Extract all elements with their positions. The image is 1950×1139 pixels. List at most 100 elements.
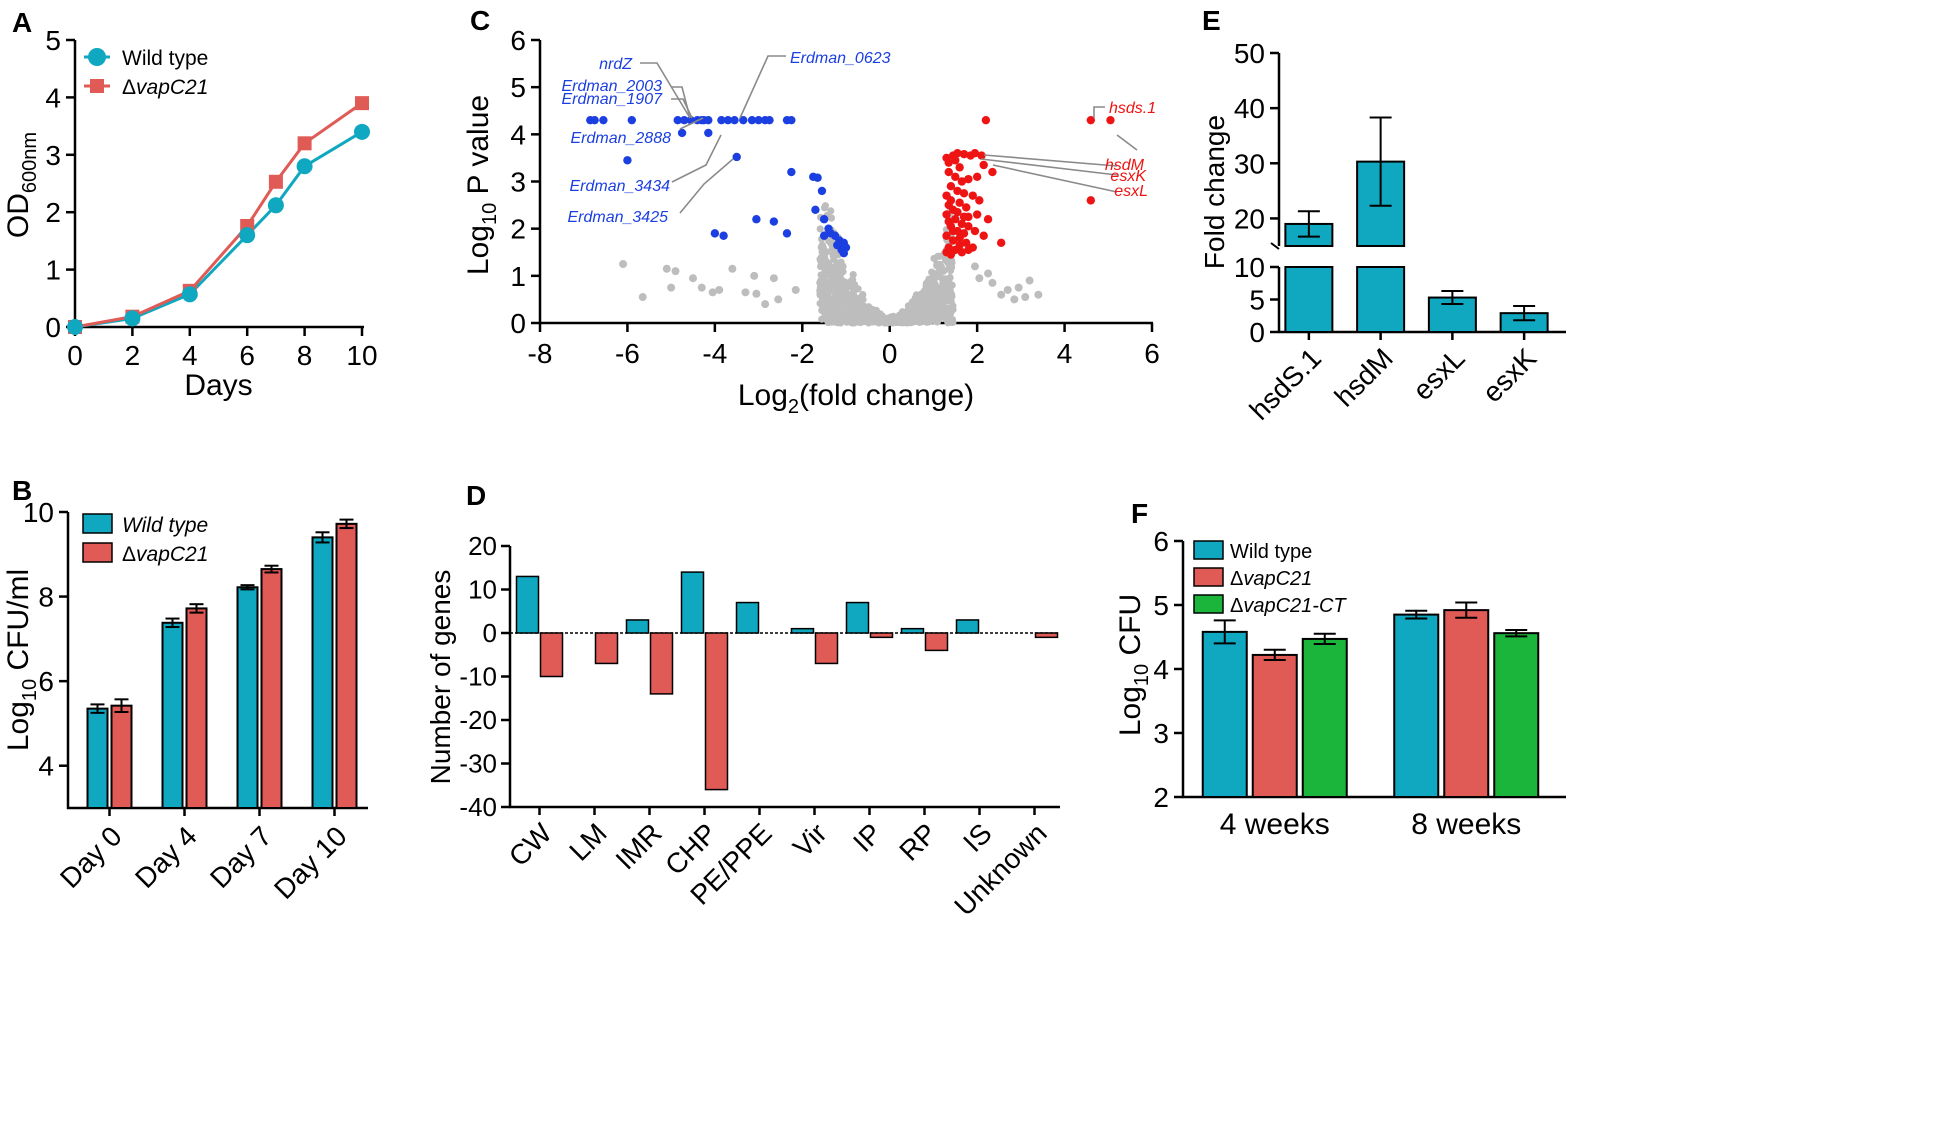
bar-vapc21-ct bbox=[1301, 637, 1348, 798]
downregulated-point bbox=[765, 115, 774, 125]
series-line-0 bbox=[74, 130, 363, 329]
y-tick-label: -40 bbox=[459, 792, 497, 822]
nonsignificant-point bbox=[728, 264, 737, 273]
nonsignificant-point bbox=[820, 204, 829, 212]
nonsignificant-point bbox=[908, 298, 916, 306]
nonsignificant-point bbox=[662, 264, 671, 273]
nonsignificant-point bbox=[945, 264, 953, 272]
upregulated-point bbox=[983, 215, 993, 224]
upregulated-point bbox=[955, 233, 964, 243]
annotation-leader-line bbox=[992, 164, 1118, 193]
y-tick-label: 0 bbox=[483, 618, 497, 648]
x-tick-label: CW bbox=[503, 817, 558, 872]
upregulated-point bbox=[979, 231, 988, 240]
downregulated-point bbox=[824, 224, 833, 233]
upregulated-point bbox=[944, 217, 953, 226]
nonsignificant-point bbox=[1021, 293, 1030, 302]
gene-label: Erdman_1907 bbox=[561, 91, 663, 108]
gene-label: Erdman_2003 bbox=[561, 78, 662, 95]
x-tick-label: esxL bbox=[1407, 342, 1471, 406]
nonsignificant-point bbox=[774, 295, 783, 304]
nonsignificant-point bbox=[839, 262, 847, 270]
x-tick-label: LM bbox=[563, 817, 612, 866]
downregulated-point bbox=[817, 186, 827, 196]
nonsignificant-point bbox=[1010, 295, 1019, 304]
nonsignificant-point bbox=[933, 262, 941, 270]
nonsignificant-point bbox=[715, 285, 724, 294]
y-tick-label: 2 bbox=[510, 214, 526, 245]
nonsignificant-point bbox=[929, 301, 937, 310]
bar-up bbox=[735, 601, 760, 634]
gene-label: nrdZ bbox=[599, 56, 633, 73]
y-tick-label: 0 bbox=[45, 312, 61, 343]
upregulated-point bbox=[968, 243, 977, 252]
bar-wildtype bbox=[236, 586, 259, 809]
x-tick-label: Day 0 bbox=[54, 820, 128, 894]
bar-down bbox=[1034, 632, 1059, 639]
y-tick-label: 10 bbox=[1234, 252, 1265, 283]
bar-down bbox=[649, 632, 674, 695]
nonsignificant-point bbox=[816, 255, 824, 263]
bar-vapc21 bbox=[110, 704, 133, 810]
nonsignificant-point bbox=[907, 304, 915, 312]
bar-up bbox=[790, 627, 815, 634]
upregulated-point bbox=[970, 226, 980, 236]
upregulated-point bbox=[968, 191, 977, 200]
bar-vapc21 bbox=[1443, 609, 1490, 798]
gene-label: Erdman_2888 bbox=[570, 130, 671, 147]
bar-down bbox=[539, 632, 564, 678]
legend-text: ΔvapC21 bbox=[122, 543, 208, 566]
panel-label-D: D bbox=[466, 480, 486, 511]
legend-swatch bbox=[1193, 594, 1224, 614]
upregulated-point bbox=[942, 248, 951, 257]
legend-name: vapC21 bbox=[136, 76, 208, 99]
y-tick-label: 5 bbox=[510, 72, 526, 103]
legend-swatch bbox=[82, 542, 113, 563]
nonsignificant-point bbox=[752, 289, 761, 298]
x-axis-label-suffix: (fold change) bbox=[799, 379, 974, 412]
y-axis-label: Log10 CFU/ml bbox=[2, 569, 41, 751]
x-tick-label: 4 weeks bbox=[1220, 808, 1330, 841]
y-axis-label-suffix: P value bbox=[462, 95, 495, 203]
annotation-leader-line bbox=[679, 117, 704, 130]
y-tick-label: 6 bbox=[38, 666, 54, 697]
upregulated-point bbox=[970, 149, 980, 158]
data-point-wildtype bbox=[181, 286, 198, 303]
y-tick-label: 4 bbox=[510, 119, 526, 150]
legend-name: vapC21-CT bbox=[1243, 595, 1347, 617]
bar-wildtype bbox=[1393, 613, 1440, 798]
nonsignificant-point bbox=[827, 281, 836, 289]
nonsignificant-point bbox=[975, 274, 984, 283]
bar-wildtype bbox=[161, 621, 184, 809]
nonsignificant-point bbox=[984, 269, 993, 278]
upregulated-point bbox=[957, 248, 967, 257]
y-tick-label: 3 bbox=[510, 167, 526, 198]
y-axis-label-suffix: CFU/ml bbox=[2, 569, 35, 679]
nonsignificant-point bbox=[671, 267, 680, 276]
downregulated-point bbox=[627, 115, 636, 125]
x-tick-label: 2 bbox=[969, 338, 985, 369]
upregulated-point bbox=[977, 151, 986, 160]
y-tick-label: 0 bbox=[510, 308, 526, 339]
x-tick-label: IP bbox=[847, 817, 888, 858]
x-tick-label: -2 bbox=[790, 338, 815, 369]
downregulated-point bbox=[839, 248, 849, 258]
nonsignificant-point bbox=[750, 271, 759, 280]
nonsignificant-point bbox=[842, 279, 850, 287]
y-tick-label: 4 bbox=[45, 82, 61, 113]
nonsignificant-point bbox=[922, 284, 930, 293]
x-tick-label: IS bbox=[957, 817, 998, 858]
bar-up bbox=[900, 627, 925, 634]
y-axis-label-suffix: CFU bbox=[1114, 594, 1147, 664]
downregulated-point bbox=[704, 128, 713, 138]
downregulated-point bbox=[623, 156, 632, 165]
y-axis-label-sub: 10 bbox=[479, 203, 501, 225]
x-tick-label: hsdS.1 bbox=[1244, 342, 1328, 426]
y-tick-label: 3 bbox=[45, 140, 61, 171]
upregulated-point bbox=[959, 149, 969, 159]
y-tick-label: 4 bbox=[1153, 654, 1169, 685]
upregulated-point bbox=[944, 158, 953, 167]
legend-swatch bbox=[82, 513, 113, 534]
x-tick-label: Day 10 bbox=[268, 820, 353, 905]
